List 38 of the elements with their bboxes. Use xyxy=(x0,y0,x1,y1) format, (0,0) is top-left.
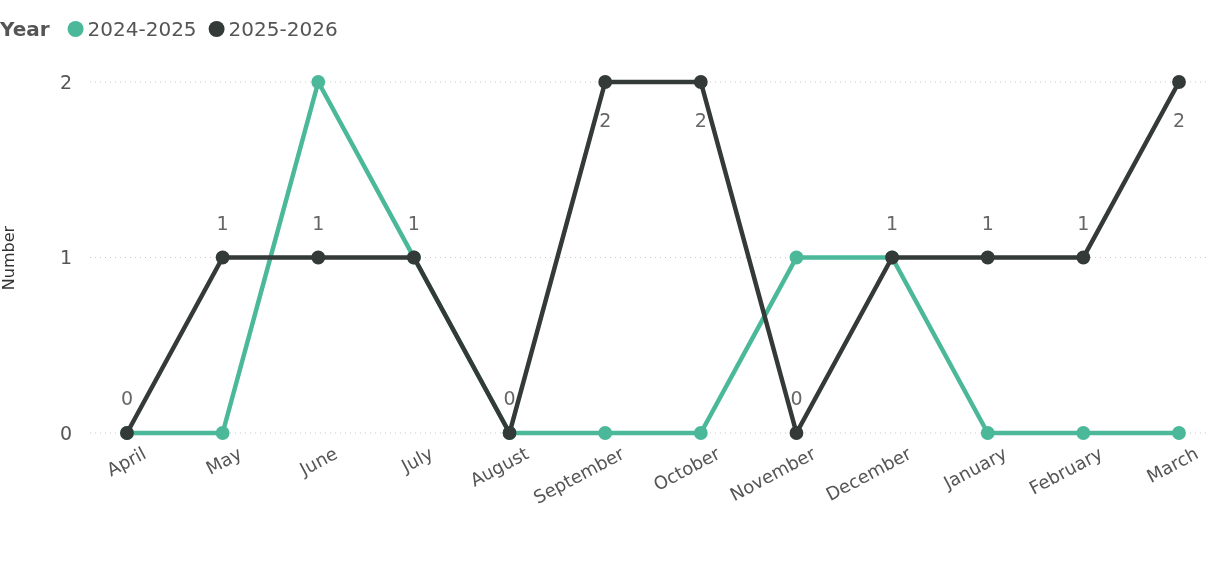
legend-title: Year xyxy=(0,17,50,41)
point xyxy=(1076,250,1091,265)
data-label: 2 xyxy=(599,109,612,131)
point xyxy=(598,75,613,89)
point xyxy=(1172,75,1186,89)
point xyxy=(693,75,708,89)
data-label: 2 xyxy=(694,109,707,131)
point xyxy=(215,426,230,440)
legend-label: 2025-2026 xyxy=(228,17,338,41)
point xyxy=(789,426,804,440)
data-label: 1 xyxy=(312,211,325,234)
point xyxy=(311,75,326,89)
data-label: 2 xyxy=(1172,109,1186,131)
point xyxy=(980,250,995,265)
data-label: 0 xyxy=(503,387,516,409)
y-tick-label: 2 xyxy=(59,70,72,93)
x-tick-label: June xyxy=(295,442,341,480)
point xyxy=(598,426,613,440)
y-axis-title: Number xyxy=(0,225,18,291)
x-tick-label: July xyxy=(396,442,437,477)
data-label: 1 xyxy=(981,211,994,234)
point xyxy=(1172,426,1186,440)
data-label: 1 xyxy=(407,211,420,234)
point xyxy=(693,426,708,440)
x-tick-label: May xyxy=(202,442,246,479)
data-label: 1 xyxy=(1077,211,1090,234)
y-tick-label: 1 xyxy=(59,246,72,269)
point xyxy=(311,250,326,265)
y-tick-label: 0 xyxy=(59,421,72,444)
legend-label: 2024-2025 xyxy=(87,17,197,41)
point xyxy=(789,250,804,265)
point xyxy=(1076,426,1091,440)
data-label: 0 xyxy=(120,387,134,409)
point xyxy=(215,250,230,265)
data-label: 0 xyxy=(790,387,803,409)
data-label: 1 xyxy=(216,211,229,234)
point xyxy=(980,426,995,440)
data-label: 1 xyxy=(886,211,899,234)
